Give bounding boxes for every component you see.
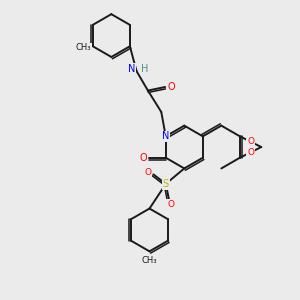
- Text: H: H: [141, 64, 148, 74]
- Text: N: N: [128, 64, 135, 74]
- Text: O: O: [140, 153, 147, 163]
- Text: CH₃: CH₃: [142, 256, 157, 265]
- Text: O: O: [167, 200, 174, 208]
- Text: O: O: [247, 148, 254, 157]
- Text: O: O: [145, 168, 152, 177]
- Text: O: O: [167, 82, 175, 92]
- Text: N: N: [162, 131, 169, 141]
- Text: S: S: [163, 179, 169, 189]
- Text: CH₃: CH₃: [76, 43, 91, 52]
- Text: O: O: [247, 137, 254, 146]
